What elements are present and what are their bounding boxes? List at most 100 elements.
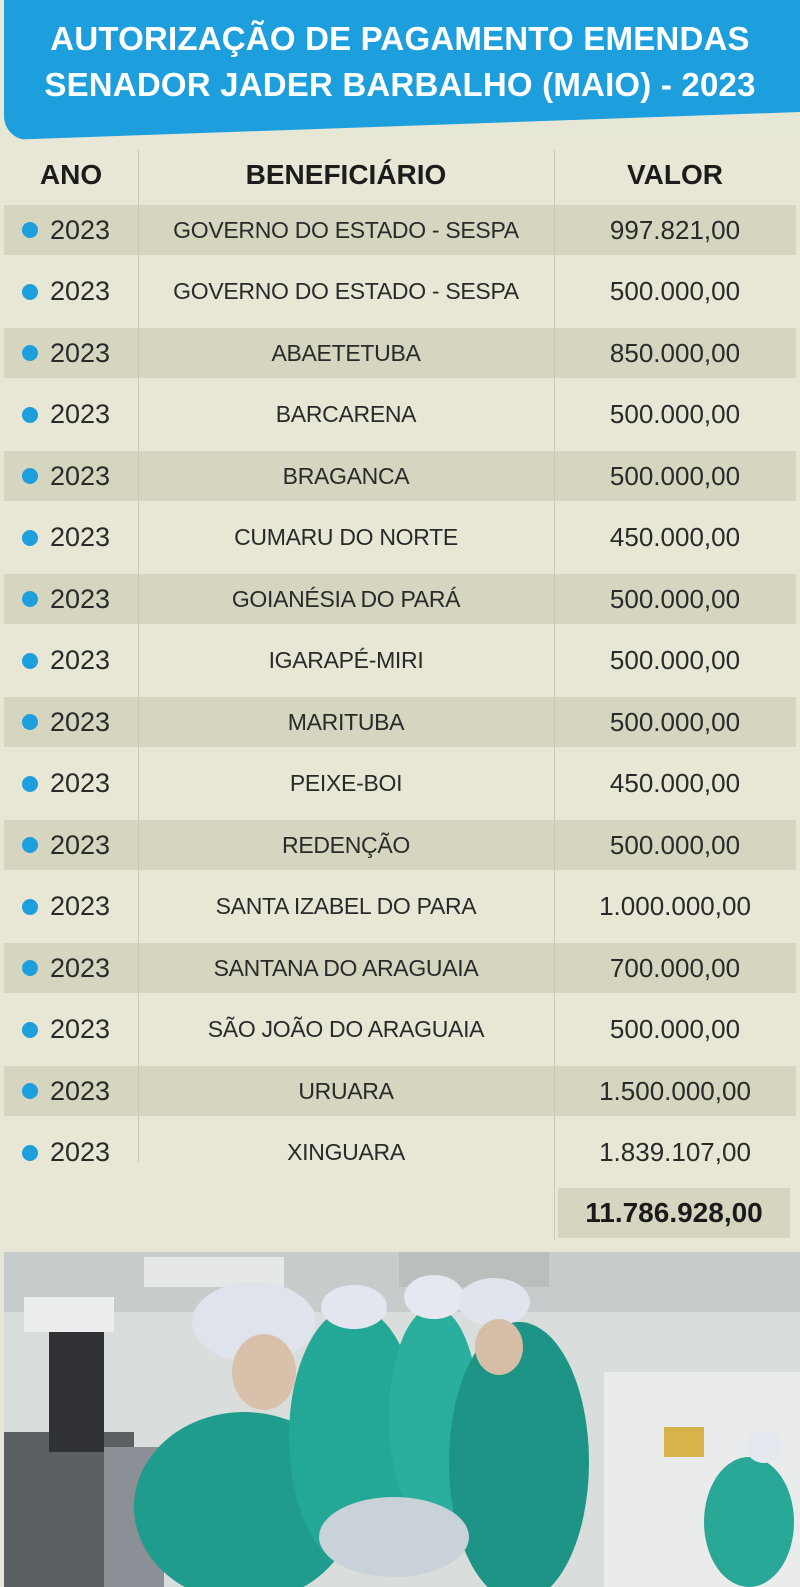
column-header-valor: VALOR xyxy=(627,159,723,190)
cell-ano-text: 2023 xyxy=(50,645,111,675)
table-row: 2023 SANTA IZABEL DO PARA 1.000.000,00 xyxy=(4,882,796,932)
cell-ano-text: 2023 xyxy=(50,1137,111,1167)
bullet-dot-icon xyxy=(22,591,38,607)
cell-valor: 1.839.107,00 xyxy=(599,1137,751,1167)
table-row: 2023 SÃO JOÃO DO ARAGUAIA 500.000,00 xyxy=(4,1005,796,1055)
table-row: 2023 SANTANA DO ARAGUAIA 700.000,00 xyxy=(4,943,796,993)
cell-ano: 2023 xyxy=(22,1005,142,1055)
cell-ano: 2023 xyxy=(22,759,142,809)
cell-valor: 1.000.000,00 xyxy=(599,891,751,921)
cell-beneficiario: IGARAPÉ-MIRI xyxy=(268,647,424,673)
cell-ano-text: 2023 xyxy=(50,1014,111,1044)
bullet-dot-icon xyxy=(22,529,38,546)
table-row: 2023 MARITUBA 500.000,00 xyxy=(4,697,796,747)
cell-beneficiario: SANTANA DO ARAGUAIA xyxy=(213,954,479,981)
bullet-dot-icon xyxy=(22,714,38,730)
cell-valor: 500.000,00 xyxy=(609,583,741,614)
cell-beneficiario: XINGUARA xyxy=(287,1139,405,1165)
table-row: 2023 CUMARU DO NORTE 450.000,00 xyxy=(4,513,796,563)
column-divider xyxy=(138,150,139,1162)
cell-ano: 2023 xyxy=(22,451,142,501)
cell-beneficiario: MARITUBA xyxy=(287,708,405,735)
cell-ano-text: 2023 xyxy=(50,276,111,306)
cell-ano: 2023 xyxy=(22,697,142,747)
bullet-dot-icon xyxy=(22,1021,38,1038)
cell-ano: 2023 xyxy=(22,1066,142,1116)
title-banner xyxy=(4,0,800,140)
column-divider xyxy=(554,150,555,1240)
table-row: 2023 IGARAPÉ-MIRI 500.000,00 xyxy=(4,636,796,686)
cell-ano: 2023 xyxy=(22,513,142,563)
cell-beneficiario: URUARA xyxy=(298,1077,394,1104)
bullet-dot-icon xyxy=(22,468,38,484)
cell-ano-text: 2023 xyxy=(50,337,111,368)
cell-ano-text: 2023 xyxy=(50,522,111,552)
bullet-dot-icon xyxy=(22,652,38,669)
table-row: 2023 GOIANÉSIA DO PARÁ 500.000,00 xyxy=(4,574,796,624)
cell-beneficiario: BRAGANCA xyxy=(282,462,410,489)
cell-valor: 700.000,00 xyxy=(609,952,741,983)
cell-ano-text: 2023 xyxy=(50,1075,111,1106)
cell-beneficiario: PEIXE-BOI xyxy=(289,770,403,796)
cell-ano-text: 2023 xyxy=(50,768,111,798)
table-row: 2023 GOVERNO DO ESTADO - SESPA 997.821,00 xyxy=(4,205,796,255)
column-header-beneficiario: BENEFICIÁRIO xyxy=(245,159,447,190)
cell-ano-text: 2023 xyxy=(50,829,111,860)
bullet-dot-icon xyxy=(22,345,38,361)
cell-valor: 500.000,00 xyxy=(609,706,741,737)
cell-beneficiario: BARCARENA xyxy=(275,401,417,427)
cell-beneficiario: REDENÇÃO xyxy=(282,831,410,858)
page-title: AUTORIZAÇÃO DE PAGAMENTO EMENDAS SENADOR… xyxy=(0,16,800,108)
cell-valor: 500.000,00 xyxy=(609,276,741,306)
cell-valor: 500.000,00 xyxy=(609,1014,741,1044)
cell-valor: 500.000,00 xyxy=(609,460,741,491)
cell-valor: 500.000,00 xyxy=(609,829,741,860)
cell-ano-text: 2023 xyxy=(50,583,111,614)
cell-ano: 2023 xyxy=(22,636,142,686)
title-line-2: SENADOR JADER BARBALHO (MAIO) - 2023 xyxy=(44,66,756,103)
cell-ano-text: 2023 xyxy=(50,460,111,491)
bullet-dot-icon xyxy=(22,1144,38,1161)
total-value: 11.786.928,00 xyxy=(558,1188,790,1238)
cell-valor: 1.500.000,00 xyxy=(599,1075,751,1106)
bullet-dot-icon xyxy=(22,406,38,423)
table-row: 2023 PEIXE-BOI 450.000,00 xyxy=(4,759,796,809)
bullet-dot-icon xyxy=(22,775,38,792)
bullet-dot-icon xyxy=(22,837,38,853)
cell-beneficiario: CUMARU DO NORTE xyxy=(234,524,458,550)
cell-ano: 2023 xyxy=(22,574,142,624)
title-line-1: AUTORIZAÇÃO DE PAGAMENTO EMENDAS xyxy=(50,20,750,57)
table-row: 2023 GOVERNO DO ESTADO - SESPA 500.000,00 xyxy=(4,267,796,317)
cell-ano: 2023 xyxy=(22,820,142,870)
cell-ano: 2023 xyxy=(22,328,142,378)
cell-valor: 850.000,00 xyxy=(609,337,741,368)
bullet-dot-icon xyxy=(22,283,38,300)
cell-ano: 2023 xyxy=(22,943,142,993)
cell-ano-text: 2023 xyxy=(50,891,111,921)
table-row: 2023 URUARA 1.500.000,00 xyxy=(4,1066,796,1116)
cell-valor: 500.000,00 xyxy=(609,399,741,429)
cell-beneficiario: GOVERNO DO ESTADO - SESPA xyxy=(173,278,519,304)
table-row: 2023 BARCARENA 500.000,00 xyxy=(4,390,796,440)
bullet-dot-icon xyxy=(22,222,38,238)
surgery-photo-illustration xyxy=(4,1252,800,1587)
bullet-dot-icon xyxy=(22,1083,38,1099)
cell-beneficiario: GOIANÉSIA DO PARÁ xyxy=(231,585,461,612)
cell-ano-text: 2023 xyxy=(50,952,111,983)
surgery-photo xyxy=(4,1252,800,1587)
cell-beneficiario: ABAETETUBA xyxy=(271,339,421,366)
cell-beneficiario: GOVERNO DO ESTADO - SESPA xyxy=(173,216,519,243)
cell-ano-text: 2023 xyxy=(50,214,111,245)
cell-beneficiario: SANTA IZABEL DO PARA xyxy=(215,893,477,919)
table-row: 2023 REDENÇÃO 500.000,00 xyxy=(4,820,796,870)
cell-ano: 2023 xyxy=(22,267,142,317)
cell-ano: 2023 xyxy=(22,882,142,932)
table-row: 2023 ABAETETUBA 850.000,00 xyxy=(4,328,796,378)
cell-ano-text: 2023 xyxy=(50,706,111,737)
cell-valor: 450.000,00 xyxy=(609,522,741,552)
bullet-dot-icon xyxy=(22,960,38,976)
cell-beneficiario: SÃO JOÃO DO ARAGUAIA xyxy=(207,1016,485,1042)
column-header-ano: ANO xyxy=(39,159,103,190)
cell-valor: 997.821,00 xyxy=(609,214,741,245)
